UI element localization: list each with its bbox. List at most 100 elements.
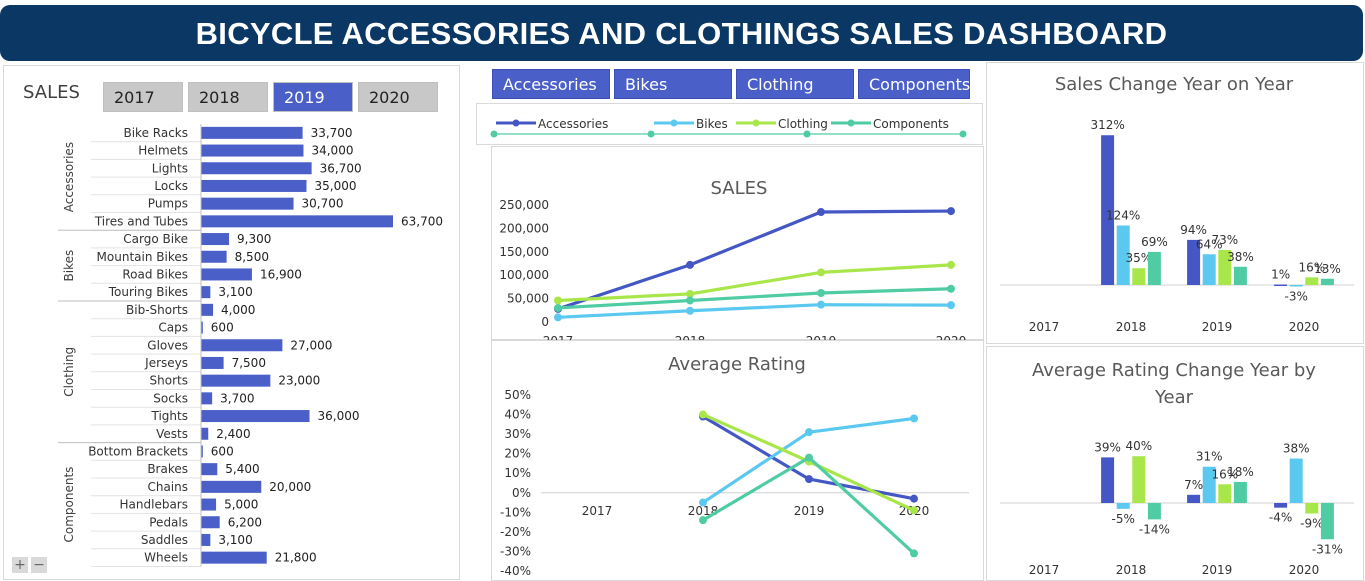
product-bar — [201, 321, 203, 334]
data-label: -4% — [1269, 511, 1292, 525]
product-bar — [201, 516, 220, 529]
x-tick-label: 2019 — [1202, 563, 1233, 577]
data-point — [947, 284, 955, 293]
legend-swatch-marker — [670, 119, 678, 127]
product-label: Mountain Bikes — [97, 250, 188, 264]
y-tick-label: 250,000 — [499, 198, 549, 212]
data-label: 7% — [1184, 478, 1203, 492]
data-point — [686, 296, 694, 305]
y-tick-label: 100,000 — [499, 268, 549, 282]
product-bar — [201, 374, 271, 387]
year-button-2020[interactable]: 2020 — [358, 82, 438, 112]
data-label: -31% — [1312, 542, 1343, 556]
average-rating-line-chart: Average Rating 50% 40% 30% 20% 10% 0% -10% -20% -… — [500, 354, 969, 578]
product-bar — [201, 250, 227, 263]
data-label: 35% — [1125, 251, 1152, 265]
product-bar — [201, 268, 252, 281]
column-bar — [1305, 277, 1319, 285]
product-label: Helmets — [138, 144, 188, 158]
expand-button[interactable]: + — [12, 557, 28, 573]
legend-swatch-marker — [752, 119, 760, 127]
chart-title: SALES — [711, 178, 768, 199]
chart-title: Average Rating Change Year by — [1032, 360, 1316, 381]
legend-label: Bikes — [696, 117, 728, 131]
chart-title: Year — [1154, 387, 1194, 408]
legend-baseline-marker — [490, 130, 498, 138]
data-point — [554, 296, 562, 305]
product-value-label: 27,000 — [290, 338, 332, 352]
column-bar — [1101, 135, 1115, 285]
product-bar — [201, 339, 283, 352]
x-tick-label: 2018 — [1116, 563, 1147, 577]
data-label: 38% — [1283, 442, 1310, 456]
product-value-label: 21,800 — [275, 551, 317, 565]
x-tick-label: 2017 — [543, 334, 574, 340]
column-bar — [1202, 466, 1216, 503]
series-legend: Accessories Bikes Clothing Components — [490, 117, 967, 138]
data-point — [910, 506, 918, 515]
product-label: Shorts — [150, 374, 188, 388]
product-label: Bib-Shorts — [126, 303, 188, 317]
x-tick-label: 2017 — [1029, 563, 1060, 577]
data-label: 39% — [1094, 440, 1121, 454]
product-value-label: 2,400 — [216, 427, 250, 441]
column-bar — [1320, 503, 1334, 540]
product-value-label: 63,700 — [401, 214, 443, 228]
legend-label: Clothing — [778, 117, 828, 131]
year-button-2019[interactable]: 2019 — [273, 82, 353, 112]
product-value-label: 4,000 — [221, 303, 255, 317]
category-button-components[interactable]: Components — [858, 69, 970, 99]
x-tick-label: 2020 — [1289, 563, 1320, 577]
product-value-label: 3,100 — [218, 285, 252, 299]
legend-baseline-marker — [647, 130, 655, 138]
product-label: Jerseys — [144, 356, 188, 370]
category-button-accessories[interactable]: Accessories — [492, 69, 610, 99]
legend-label: Components — [873, 117, 949, 131]
data-point — [947, 260, 955, 269]
y-tick-label: 50% — [504, 388, 531, 402]
category-button-bikes[interactable]: Bikes — [614, 69, 732, 99]
year-button-2017[interactable]: 2017 — [103, 82, 183, 112]
data-label: 16% — [1211, 467, 1238, 481]
product-value-label: 23,000 — [278, 374, 320, 388]
category-group-label: Components — [62, 467, 76, 543]
product-bar — [201, 427, 209, 440]
data-label: -9% — [1300, 517, 1323, 531]
product-value-label: 20,000 — [269, 480, 311, 494]
collapse-button[interactable]: − — [31, 557, 47, 573]
data-label: -14% — [1139, 522, 1170, 536]
column-bar — [1187, 494, 1201, 503]
x-tick-label: 2020 — [936, 334, 967, 340]
product-label: Pumps — [148, 197, 188, 211]
column-bar — [1289, 285, 1303, 287]
legend-label: Accessories — [538, 117, 608, 131]
product-bar — [201, 144, 304, 157]
data-label: 312% — [1090, 118, 1124, 132]
sales-change-panel — [986, 62, 1364, 344]
product-bar — [201, 215, 393, 228]
product-label: Handlebars — [120, 498, 188, 512]
column-bar — [1147, 251, 1161, 285]
product-label: Socks — [153, 391, 188, 405]
product-value-label: 3,100 — [218, 533, 252, 547]
data-label: 94% — [1180, 223, 1207, 237]
data-point — [910, 494, 918, 503]
data-label: 16% — [1298, 260, 1325, 274]
product-value-label: 3,700 — [220, 391, 254, 405]
sales-line-chart: SALES 250,000 200,000 150,000 100,000 50,000 0… — [499, 178, 967, 340]
x-tick-label: 2019 — [1202, 320, 1233, 334]
data-label: 31% — [1196, 450, 1223, 464]
column-bar — [1320, 278, 1334, 285]
product-value-label: 8,500 — [235, 250, 269, 264]
x-tick-label: 2017 — [1029, 320, 1060, 334]
category-button-clothing[interactable]: Clothing — [736, 69, 854, 99]
year-button-2018[interactable]: 2018 — [188, 82, 268, 112]
column-bar — [1218, 249, 1232, 285]
data-point — [686, 260, 694, 269]
series-line — [557, 303, 952, 319]
product-bar — [201, 162, 312, 175]
y-tick-label: 150,000 — [499, 245, 549, 259]
data-point — [817, 288, 825, 297]
product-label: Tires and Tubes — [94, 214, 188, 228]
product-value-label: 5,000 — [224, 498, 258, 512]
